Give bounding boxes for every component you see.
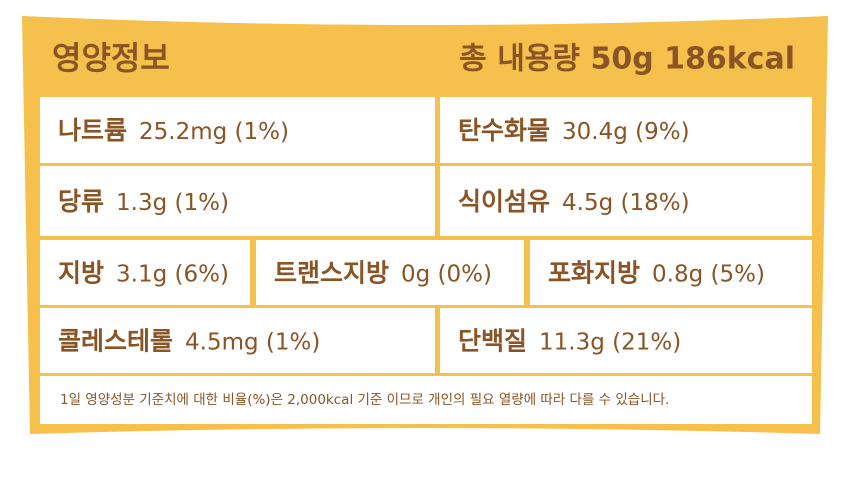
nutrient-name: 트랜스지방 bbox=[274, 259, 389, 288]
nutrient: 단백질 11.3g (21%) bbox=[458, 327, 681, 356]
nutrient-amount: 4.5g (18%) bbox=[562, 190, 690, 216]
cell bbox=[440, 97, 812, 163]
cell bbox=[530, 240, 812, 305]
header-title: 영양정보 bbox=[52, 39, 170, 77]
nutrient-amount: 30.4g (9%) bbox=[562, 119, 690, 145]
nutrient-name: 포화지방 bbox=[548, 259, 640, 288]
nutrient: 나트륨 25.2mg (1%) bbox=[58, 116, 289, 145]
nutrient: 식이섬유 4.5g (18%) bbox=[458, 187, 690, 216]
nutrient: 탄수화물 30.4g (9%) bbox=[458, 116, 690, 145]
cell bbox=[40, 308, 435, 373]
nutrient: 콜레스테롤 4.5mg (1%) bbox=[58, 327, 320, 356]
nutrient-name: 나트륨 bbox=[58, 116, 127, 145]
nutrient: 트랜스지방 0g (0%) bbox=[274, 259, 492, 288]
cell bbox=[256, 240, 524, 305]
cell bbox=[40, 240, 250, 305]
cell bbox=[440, 166, 812, 236]
cell bbox=[40, 97, 435, 163]
nutrient-name: 식이섬유 bbox=[458, 187, 550, 216]
nutrient: 지방 3.1g (6%) bbox=[58, 259, 229, 288]
footnote: 1일 영양성분 기준치에 대한 비율(%)은 2,000kcal 기준 이므로 … bbox=[60, 392, 669, 408]
nutrient-name: 당류 bbox=[58, 187, 104, 216]
nutrient-name: 콜레스테롤 bbox=[58, 327, 173, 356]
nutrient-amount: 25.2mg (1%) bbox=[139, 119, 289, 145]
nutrient-amount: 0.8g (5%) bbox=[652, 261, 765, 287]
nutrient-name: 탄수화물 bbox=[458, 116, 550, 145]
header-total: 총 내용량 50g 186kcal bbox=[459, 42, 795, 77]
nutrient-amount: 0g (0%) bbox=[401, 261, 492, 287]
nutrient-amount: 11.3g (21%) bbox=[539, 329, 681, 355]
cell bbox=[440, 308, 812, 373]
footnote-box bbox=[40, 376, 812, 424]
nutrient: 당류 1.3g (1%) bbox=[58, 187, 229, 216]
nutrient-name: 지방 bbox=[58, 259, 104, 288]
nutrient: 포화지방 0.8g (5%) bbox=[548, 259, 765, 288]
nutrient-name: 단백질 bbox=[458, 327, 527, 356]
nutrient-amount: 3.1g (6%) bbox=[116, 261, 229, 287]
nutrient-amount: 4.5mg (1%) bbox=[185, 329, 320, 355]
nutrient-amount: 1.3g (1%) bbox=[116, 190, 229, 216]
cell bbox=[40, 166, 435, 236]
